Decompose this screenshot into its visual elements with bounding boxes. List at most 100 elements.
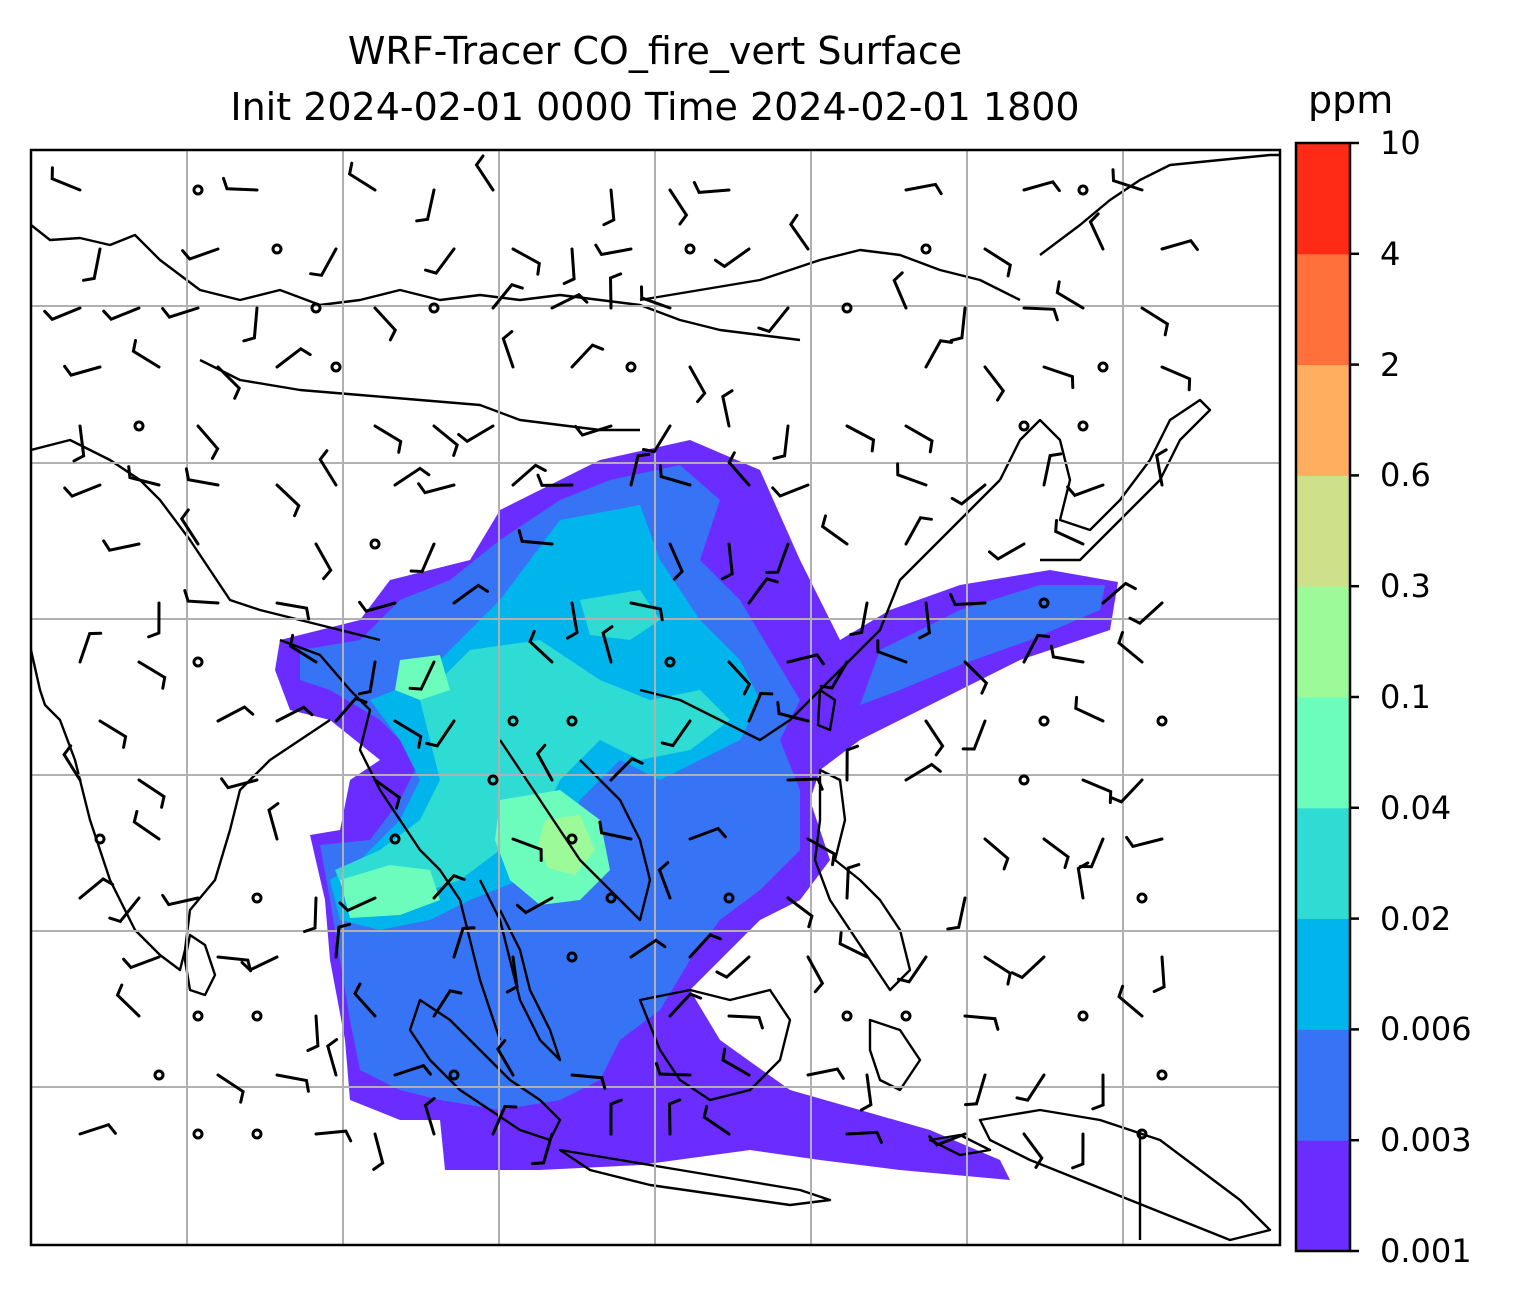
wind-barb bbox=[964, 1073, 987, 1107]
wind-barb bbox=[845, 744, 859, 782]
colorbar-segment bbox=[1296, 253, 1350, 366]
wind-barb bbox=[132, 809, 161, 841]
wind-barb bbox=[570, 343, 605, 369]
wind-barb bbox=[161, 893, 200, 907]
wind-barb bbox=[949, 306, 967, 343]
tibet-border bbox=[199, 358, 640, 432]
mongolia-border bbox=[639, 248, 1021, 302]
wind-barb bbox=[859, 1073, 873, 1112]
wind-barb bbox=[43, 306, 82, 322]
wind-barb bbox=[1079, 837, 1105, 869]
wind-barb bbox=[727, 1014, 764, 1030]
calm-wind-circle bbox=[192, 184, 204, 196]
plume-level-002-north bbox=[580, 590, 660, 640]
wind-barb bbox=[216, 955, 253, 973]
wind-barb bbox=[275, 601, 311, 621]
wind-barb bbox=[501, 330, 515, 369]
wind-barb bbox=[1022, 633, 1051, 664]
calm-wind-circle bbox=[271, 243, 283, 255]
wind-barb bbox=[640, 285, 672, 310]
calm-wind-circle bbox=[566, 951, 578, 963]
wind-barb bbox=[950, 483, 987, 506]
wind-barb bbox=[137, 778, 166, 809]
wind-barb bbox=[536, 473, 574, 487]
wind-barb bbox=[629, 452, 651, 487]
wind-barb bbox=[108, 896, 141, 924]
calm-wind-circle bbox=[566, 833, 578, 845]
wind-barb bbox=[515, 896, 554, 915]
colorbar-tick-label: 0.04 bbox=[1380, 788, 1452, 827]
wind-barb bbox=[688, 365, 707, 404]
wind-barb bbox=[1022, 1132, 1044, 1169]
wind-barb bbox=[1081, 778, 1113, 805]
calm-wind-circle bbox=[448, 1069, 460, 1081]
wind-barb bbox=[491, 282, 524, 310]
wind-barb bbox=[78, 631, 103, 664]
wind-barb bbox=[275, 483, 301, 518]
colorbar-segment bbox=[1296, 586, 1350, 698]
wind-barb bbox=[1140, 306, 1170, 337]
wind-barb bbox=[983, 365, 1006, 402]
wind-barb bbox=[1074, 695, 1105, 723]
wind-barb bbox=[1010, 955, 1046, 980]
wind-barb bbox=[713, 247, 751, 269]
wind-barb bbox=[372, 1132, 385, 1171]
wind-barb bbox=[78, 877, 115, 900]
calm-wind-circle bbox=[920, 243, 932, 255]
wind-barb bbox=[1066, 483, 1105, 498]
wind-barb bbox=[660, 719, 692, 748]
wind-barb bbox=[1054, 519, 1085, 546]
new-guinea bbox=[978, 1108, 1272, 1242]
wind-barb bbox=[820, 514, 849, 546]
wind-barb bbox=[452, 926, 476, 959]
wind-barb bbox=[1125, 835, 1164, 849]
colorbar bbox=[1296, 143, 1350, 1252]
colorbar-tick-label: 4 bbox=[1380, 234, 1401, 273]
wind-barb bbox=[127, 465, 161, 487]
calm-wind-circle bbox=[310, 302, 322, 314]
calm-wind-circle bbox=[153, 1069, 165, 1081]
calm-wind-circle bbox=[664, 656, 676, 668]
map-title-line-1: WRF-Tracer CO_fire_vert Surface bbox=[347, 29, 963, 73]
wind-barb bbox=[1152, 955, 1166, 993]
wind-barb bbox=[353, 982, 377, 1018]
calm-wind-circle bbox=[251, 892, 263, 904]
colorbar-segment bbox=[1296, 1029, 1350, 1141]
wind-barb bbox=[393, 466, 431, 487]
bay-of-bengal-coast bbox=[279, 638, 502, 1041]
wind-barb bbox=[876, 639, 908, 664]
wind-barb bbox=[275, 705, 314, 723]
wind-barb bbox=[511, 463, 547, 487]
wind-barb bbox=[806, 1067, 845, 1080]
wind-barb bbox=[550, 292, 589, 310]
tracer-plume bbox=[275, 440, 1118, 1180]
wind-barbs bbox=[43, 154, 1199, 1171]
calm-wind-circle bbox=[1018, 420, 1030, 432]
wind-barb bbox=[242, 306, 259, 343]
wind-barb bbox=[776, 701, 810, 723]
calm-wind-circle bbox=[251, 1128, 263, 1140]
wind-barb bbox=[357, 660, 377, 696]
wind-barb bbox=[1117, 984, 1144, 1018]
wind-barb bbox=[102, 539, 141, 552]
wind-barb bbox=[1022, 180, 1061, 193]
wind-barb bbox=[727, 660, 752, 696]
malay-peninsula bbox=[478, 879, 562, 1062]
wind-barb bbox=[517, 529, 554, 546]
wind-barb bbox=[288, 633, 318, 664]
calm-wind-circle bbox=[251, 1010, 263, 1022]
wind-barb bbox=[806, 955, 825, 994]
wind-barb bbox=[347, 161, 377, 192]
calm-wind-circle bbox=[507, 715, 519, 727]
wind-barb bbox=[373, 424, 403, 454]
wind-barb bbox=[334, 922, 352, 959]
calm-wind-circle bbox=[1038, 597, 1050, 609]
wind-barb bbox=[668, 992, 703, 1018]
wind-barb bbox=[309, 247, 338, 277]
colorbar-tick-label: 0.1 bbox=[1380, 678, 1431, 716]
wind-barb bbox=[988, 542, 1026, 561]
wind-barb bbox=[963, 1014, 1000, 1031]
wind-barb bbox=[63, 483, 102, 498]
calm-wind-circle bbox=[369, 538, 381, 550]
